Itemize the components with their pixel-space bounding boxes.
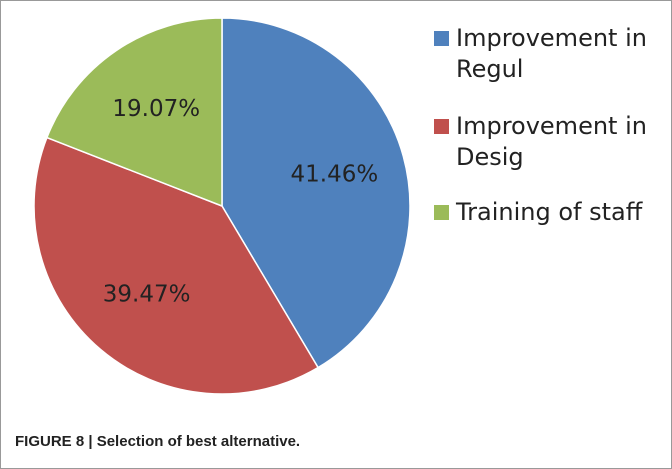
chart: 41.46% 39.47% 19.07% (33, 17, 411, 395)
legend-label: Improvement in Regul (456, 24, 647, 83)
data-label: 41.46% (291, 162, 379, 188)
legend-swatch (434, 205, 449, 220)
pie-slice (221, 17, 411, 369)
pie-slice (33, 136, 320, 395)
legend-label: Training of staff (456, 198, 643, 226)
data-label: 19.07% (112, 96, 200, 122)
legend-item: Improvement in Desig (434, 111, 659, 173)
legend-item: Training of staff (434, 197, 659, 228)
legend-label: Improvement in Desig (456, 112, 647, 171)
legend-item: Improvement in Regul (434, 23, 659, 85)
data-label: 39.47% (103, 281, 191, 307)
legend-swatch (434, 31, 449, 46)
pie-slice (45, 17, 223, 208)
caption: FIGURE 8 | Selection of best alternative… (15, 433, 301, 450)
legend-swatch (434, 119, 449, 134)
